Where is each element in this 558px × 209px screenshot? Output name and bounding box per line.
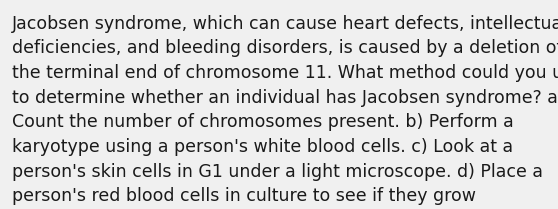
Text: person's skin cells in G1 under a light microscope. d) Place a: person's skin cells in G1 under a light … [12,163,543,181]
Text: karyotype using a person's white blood cells. c) Look at a: karyotype using a person's white blood c… [12,138,513,156]
Text: Count the number of chromosomes present. b) Perform a: Count the number of chromosomes present.… [12,113,514,131]
Text: Jacobsen syndrome, which can cause heart defects, intellectual: Jacobsen syndrome, which can cause heart… [12,15,558,33]
Text: deficiencies, and bleeding disorders, is caused by a deletion of: deficiencies, and bleeding disorders, is… [12,39,558,57]
Text: person's red blood cells in culture to see if they grow: person's red blood cells in culture to s… [12,187,477,205]
Text: to determine whether an individual has Jacobsen syndrome? a): to determine whether an individual has J… [12,89,558,107]
Text: the terminal end of chromosome 11. What method could you use: the terminal end of chromosome 11. What … [12,64,558,82]
